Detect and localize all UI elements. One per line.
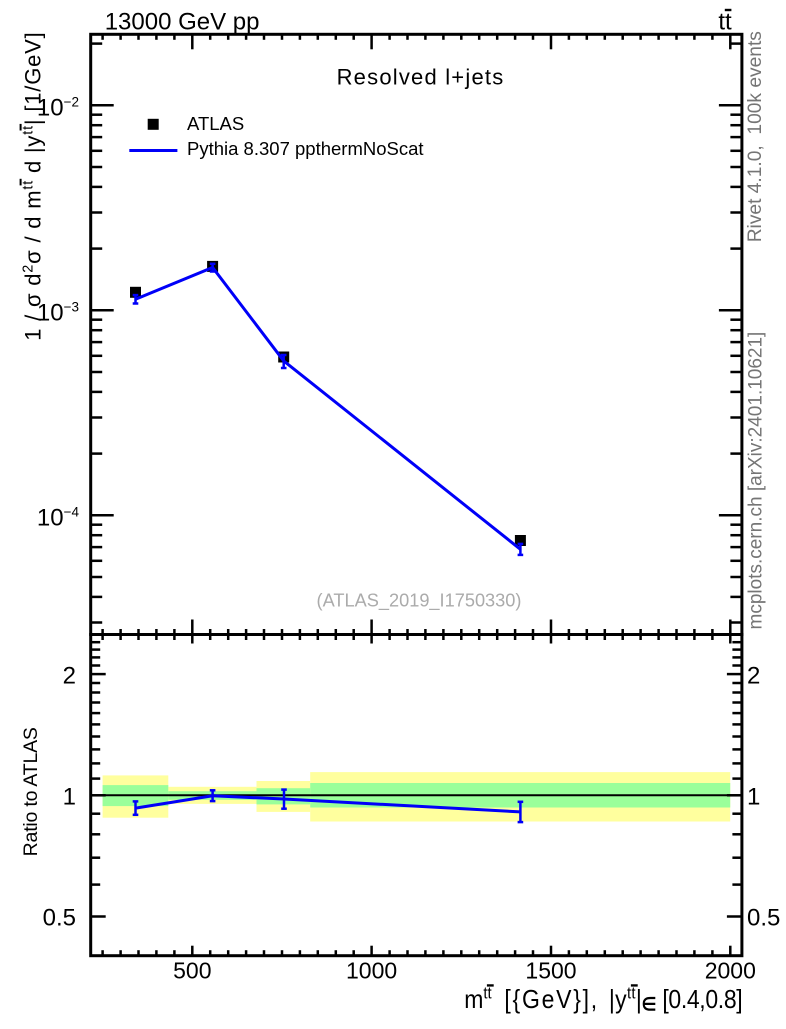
svg-text:2: 2 xyxy=(747,662,760,689)
svg-text:10−2: 10−2 xyxy=(37,95,79,122)
svg-text:1000: 1000 xyxy=(346,957,397,983)
svg-text:1500: 1500 xyxy=(525,957,576,983)
svg-text:2000: 2000 xyxy=(705,957,756,983)
svg-text:ATLAS: ATLAS xyxy=(187,113,244,134)
svg-text:10−4: 10−4 xyxy=(37,505,80,532)
svg-text:Ratio to ATLAS: Ratio to ATLAS xyxy=(20,727,42,856)
svg-text:13000 GeV pp: 13000 GeV pp xyxy=(105,8,260,35)
svg-text:1 / σ d2σ / d mtt d |ytt| [1/: 1 / σ d2σ / d mtt d |ytt| [1/GeV] xyxy=(21,31,46,340)
svg-text:Rivet 4.1.0, 100k events: Rivet 4.1.0, 100k events xyxy=(745,31,766,242)
svg-text:500: 500 xyxy=(173,957,211,983)
svg-text:0.5: 0.5 xyxy=(43,905,76,932)
svg-text:1: 1 xyxy=(747,784,760,811)
svg-text:tt: tt xyxy=(718,8,732,35)
svg-text:0.5: 0.5 xyxy=(747,905,780,932)
svg-text:Pythia 8.307 ppthermNoScat: Pythia 8.307 ppthermNoScat xyxy=(187,138,424,159)
svg-text:Resolved l+jets: Resolved l+jets xyxy=(337,65,505,90)
svg-text:mtt: mtt xyxy=(464,985,492,1015)
svg-text:[0.4,0.8]: [0.4,0.8] xyxy=(662,986,742,1014)
svg-text:|ytt|: |ytt| xyxy=(609,985,642,1015)
svg-text:(ATLAS_2019_I1750330): (ATLAS_2019_I1750330) xyxy=(317,591,522,612)
svg-text:2: 2 xyxy=(63,662,76,689)
svg-text:10−3: 10−3 xyxy=(37,300,79,327)
svg-text:mcplots.cern.ch [arXiv:2401.10: mcplots.cern.ch [arXiv:2401.10621] xyxy=(746,332,767,630)
svg-text:1: 1 xyxy=(63,784,76,811)
svg-text:[{GeV}],: [{GeV}], xyxy=(504,986,599,1014)
